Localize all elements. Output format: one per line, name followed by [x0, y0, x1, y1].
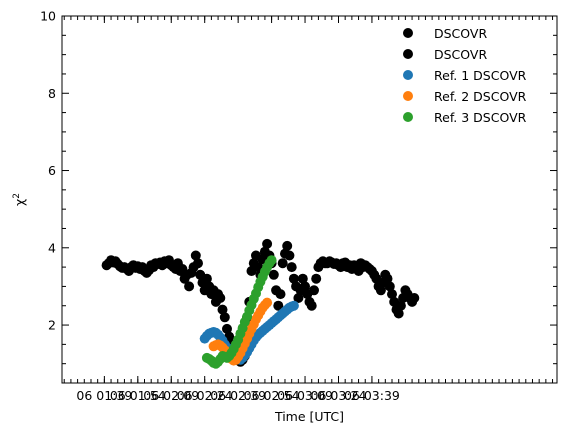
- series-4: [201, 255, 277, 369]
- y-axis-label-superscript: 2: [12, 193, 22, 199]
- legend-marker: [403, 112, 413, 122]
- series-0-point: [273, 300, 284, 311]
- y-tick-label: 6: [48, 163, 56, 178]
- y-axis-label-main: χ: [12, 199, 27, 206]
- x-tick-label: 06 03:39: [344, 388, 400, 403]
- legend-label: DSCOVR: [434, 47, 487, 62]
- series-3-point: [262, 297, 273, 308]
- legend-item: DSCOVR: [403, 26, 487, 41]
- series-0-point: [387, 289, 397, 300]
- series-0-point: [393, 308, 404, 319]
- series-0-point: [184, 281, 195, 292]
- series-0-point: [297, 273, 308, 284]
- x-axis-label: Time [UTC]: [274, 409, 344, 424]
- legend-label: Ref. 3 DSCOVR: [434, 110, 527, 125]
- series-0-point: [300, 281, 310, 292]
- series-0-point: [262, 238, 273, 249]
- series-0-point: [201, 273, 212, 284]
- y-axis-label: χ2: [12, 193, 27, 206]
- x-tick-label: 06 01:39: [76, 388, 132, 403]
- x-tick-label: 06 03:24: [311, 388, 367, 403]
- series-0-point: [306, 300, 317, 311]
- legend-item: Ref. 2 DSCOVR: [403, 89, 527, 104]
- series-0-point: [288, 273, 299, 284]
- series-0-point: [293, 293, 304, 303]
- x-tick-label: 06 02:24: [177, 388, 233, 403]
- series-0-point: [375, 285, 386, 296]
- x-tick-label: 06 01:54: [110, 388, 166, 403]
- series-0-point: [277, 258, 288, 269]
- x-tick-label: 06 03:09: [277, 388, 333, 403]
- series-0-point: [311, 273, 322, 284]
- legend-item: Ref. 1 DSCOVR: [403, 68, 527, 83]
- y-tick-label: 2: [48, 318, 56, 333]
- series-0-point: [217, 304, 228, 315]
- legend-marker: [403, 28, 413, 38]
- series-0-point: [193, 258, 203, 269]
- series-4-point: [266, 255, 277, 266]
- series-0-point: [282, 240, 293, 251]
- x-tick-label: 06 02:09: [143, 388, 199, 403]
- x-tick-label: 06 02:54: [244, 388, 300, 403]
- series-0-point: [286, 262, 297, 273]
- plot-frame: [61, 15, 558, 384]
- legend-item: DSCOVR: [403, 47, 487, 62]
- series-0-point: [384, 281, 395, 292]
- legend-item: Ref. 3 DSCOVR: [403, 110, 527, 125]
- series-0-point: [222, 323, 232, 334]
- y-tick-label: 8: [48, 86, 56, 101]
- y-tick-label: 10: [40, 9, 56, 24]
- series-0-point: [284, 250, 295, 261]
- series-2-point: [288, 300, 299, 311]
- series-0-point: [409, 293, 420, 303]
- legend-label: DSCOVR: [434, 26, 487, 41]
- series-0-point: [268, 269, 279, 280]
- legend-marker: [403, 49, 413, 59]
- legend-marker: [403, 91, 413, 101]
- legend-marker: [403, 70, 413, 80]
- legend: DSCOVR DSCOVR Ref. 1 DSCOVR Ref. 2 DSCOVR Re…: [403, 26, 527, 125]
- series-0-point: [395, 300, 406, 311]
- series-0-point: [190, 250, 201, 261]
- series-0-point: [309, 285, 319, 296]
- y-tick-label: 4: [48, 240, 56, 255]
- x-tick-label: 06 02:39: [210, 388, 266, 403]
- series-0-point: [219, 312, 230, 323]
- legend-label: Ref. 1 DSCOVR: [434, 68, 527, 83]
- series-0-point: [275, 289, 286, 300]
- series-0-point: [215, 293, 226, 303]
- series-0-point: [382, 273, 393, 284]
- legend-label: Ref. 2 DSCOVR: [434, 89, 527, 104]
- points-layer: [101, 238, 420, 369]
